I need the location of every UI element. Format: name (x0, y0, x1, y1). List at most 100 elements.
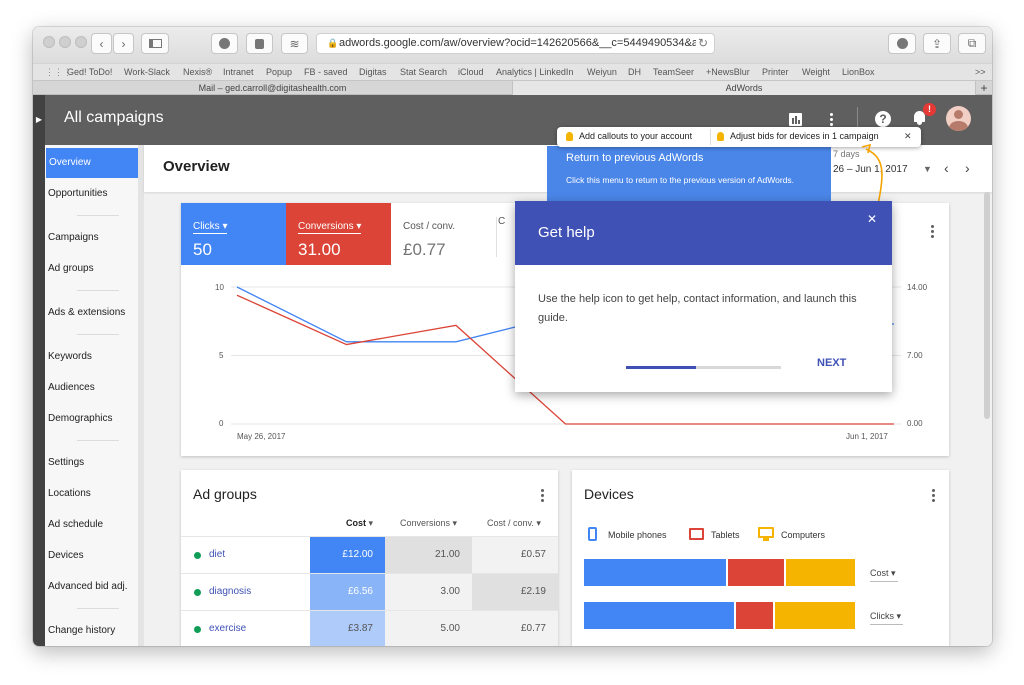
more-vert-icon[interactable] (932, 489, 936, 504)
reports-icon[interactable] (789, 113, 802, 126)
tab-overview-button[interactable]: ⧉ (958, 33, 986, 54)
cell-cost: £12.00 (310, 537, 385, 574)
sidebar-item-advanced-bid[interactable]: Advanced bid adj. (48, 581, 128, 592)
sidebar-item-devices[interactable]: Devices (48, 550, 84, 561)
bookmark-item[interactable]: Digitas (359, 67, 387, 77)
sidebar-item-ad-groups[interactable]: Ad groups (48, 263, 94, 274)
segment-mobile (584, 602, 734, 629)
tab-adwords[interactable]: AdWords (512, 81, 975, 95)
sidebar-item-settings[interactable]: Settings (48, 457, 85, 468)
bookmark-item[interactable]: Intranet (223, 67, 254, 77)
avatar[interactable] (946, 106, 971, 131)
bid-suggestion[interactable]: Adjust bids for devices in 1 campaign (730, 131, 879, 141)
return-previous-tooltip[interactable]: Return to previous AdWords Click this me… (547, 146, 831, 201)
bookmark-item[interactable]: Printer (762, 67, 789, 77)
downloads-button[interactable] (888, 33, 916, 54)
sidebar-item-campaigns[interactable]: Campaigns (48, 232, 99, 243)
date-dropdown-icon[interactable]: ▼ (923, 164, 932, 174)
extension-button[interactable] (246, 33, 273, 54)
buffer-extension-button[interactable]: ≋ (281, 33, 308, 54)
new-tab-button[interactable]: + (975, 81, 992, 95)
close-icon[interactable]: ✕ (867, 212, 878, 226)
main-scrollbar[interactable] (984, 192, 990, 419)
get-help-dialog: Get help ✕ Use the help icon to get help… (515, 201, 892, 392)
ad-group-name[interactable]: exercise (209, 623, 247, 634)
sidebar-item-demographics[interactable]: Demographics (48, 413, 113, 424)
date-range[interactable]: 26 – Jun 1, 2017 (833, 164, 908, 175)
bookmark-item[interactable]: LionBox (842, 67, 875, 77)
bookmark-item[interactable]: Popup (266, 67, 293, 77)
status-enabled-icon (194, 626, 201, 633)
table-row[interactable]: diet £12.00 21.00 £0.57 (181, 536, 558, 574)
sidebar-item-keywords[interactable]: Keywords (48, 351, 92, 362)
metric-conversions[interactable]: Conversions ▾ 31.00 (286, 203, 391, 265)
ad-group-name[interactable]: diet (209, 549, 226, 560)
bookmark-item[interactable]: +NewsBlur (706, 67, 750, 77)
cell-cost: £6.56 (310, 574, 385, 611)
mobile-phone-icon (588, 527, 597, 541)
sidebar-item-ad-schedule[interactable]: Ad schedule (48, 519, 104, 530)
bookmark-item[interactable]: Weiyun (587, 67, 617, 77)
sidebar-item-ads-extensions[interactable]: Ads & extensions (48, 307, 126, 318)
stamp-icon (255, 38, 264, 49)
close-window-button[interactable] (43, 36, 55, 48)
computer-icon (758, 527, 774, 538)
metric-cost-conv[interactable]: Cost / conv. £0.77 (391, 203, 496, 265)
pinterest-extension-button[interactable] (211, 33, 238, 54)
bookmark-item[interactable]: Work-Slack (124, 67, 170, 77)
more-vert-icon[interactable] (830, 113, 834, 128)
table-row[interactable]: exercise £3.87 5.00 £0.77 (181, 610, 558, 646)
sidebar-item-opportunities[interactable]: Opportunities (48, 188, 108, 199)
forward-button[interactable]: › (113, 33, 134, 54)
series-line-conversions (236, 294, 894, 425)
notifications-icon[interactable] (912, 109, 926, 125)
table-row[interactable]: diagnosis £6.56 3.00 £2.19 (181, 573, 558, 611)
bookmark-item[interactable]: Ged! ToDo! (67, 67, 113, 77)
sidebar-item-change-history[interactable]: Change history (48, 625, 116, 636)
bookmark-item[interactable]: Nexis® (183, 67, 213, 77)
sidebar-item-audiences[interactable]: Audiences (48, 382, 95, 393)
metric-select-clicks[interactable]: Clicks ▾ (870, 611, 904, 625)
grid-icon[interactable]: ⋮⋮⋮ (45, 67, 72, 77)
cell-conversions: 5.00 (385, 611, 472, 646)
chevron-left-icon[interactable]: ‹ (944, 160, 949, 176)
segment-tablets (727, 559, 784, 586)
browser-window: ‹ › ≋ 🔒 adwords.google.com/aw/overview?o… (33, 27, 992, 646)
bookmarks-overflow[interactable]: >> (975, 67, 986, 77)
ad-group-name[interactable]: diagnosis (209, 586, 252, 597)
sidebar-toggle-button[interactable] (141, 33, 169, 54)
bookmark-item[interactable]: FB - saved (304, 67, 348, 77)
column-header-conversions[interactable]: Conversions ▾ (400, 518, 458, 528)
column-header-cost[interactable]: Cost ▾ (346, 518, 374, 528)
bookmark-item[interactable]: DH (628, 67, 641, 77)
sidebar-scrollbar[interactable] (138, 145, 144, 646)
reload-icon[interactable]: ↻ (695, 34, 708, 53)
metric-clicks[interactable]: Clicks ▾ 50 (181, 203, 286, 265)
column-header-cost-conv[interactable]: Cost / conv. ▾ (487, 518, 541, 528)
address-bar[interactable]: 🔒 adwords.google.com/aw/overview?ocid=14… (316, 33, 715, 54)
next-button[interactable]: NEXT (817, 357, 847, 369)
tab-mail[interactable]: Mail – ged.carroll@digitashealth.com (198, 83, 347, 93)
zoom-window-button[interactable] (75, 36, 87, 48)
callout-suggestion[interactable]: Add callouts to your account (579, 131, 693, 141)
chevron-right-icon[interactable]: › (965, 160, 970, 176)
share-button[interactable]: ⇪ (923, 33, 951, 54)
bookmark-item[interactable]: Weight (802, 67, 830, 77)
menu-expand-icon[interactable]: ▶ (33, 95, 45, 145)
bookmark-item[interactable]: Analytics | LinkedIn (496, 67, 574, 77)
sidebar-item-locations[interactable]: Locations (48, 488, 91, 499)
back-button[interactable]: ‹ (91, 33, 112, 54)
metric-select-cost[interactable]: Cost ▾ (870, 568, 898, 582)
minimize-window-button[interactable] (59, 36, 71, 48)
lightbulb-icon (566, 132, 573, 141)
close-icon[interactable]: ✕ (904, 131, 912, 141)
sidebar-item-overview[interactable]: Overview (46, 148, 141, 178)
more-vert-icon[interactable] (541, 489, 545, 504)
bookmark-item[interactable]: TeamSeer (653, 67, 695, 77)
download-icon (896, 38, 908, 49)
tour-progress-fill (626, 366, 696, 369)
help-icon[interactable]: ? (875, 111, 891, 127)
more-vert-icon[interactable] (931, 225, 935, 240)
bookmark-item[interactable]: iCloud (458, 67, 484, 77)
bookmark-item[interactable]: Stat Search (400, 67, 448, 77)
